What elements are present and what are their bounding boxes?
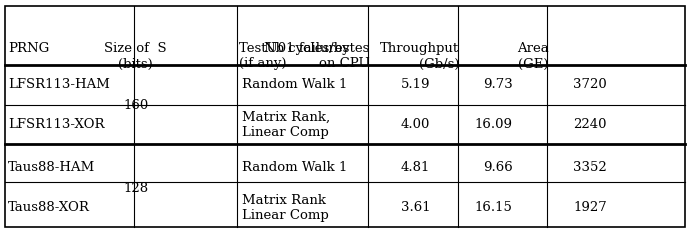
Text: LFSR113-XOR: LFSR113-XOR	[8, 118, 105, 131]
Text: 3.61: 3.61	[401, 201, 430, 214]
Text: Matrix Rank
Linear Comp: Matrix Rank Linear Comp	[243, 194, 329, 222]
Text: Throughput
(Gb/s): Throughput (Gb/s)	[380, 43, 459, 70]
Text: 9.66: 9.66	[483, 161, 513, 174]
Text: 5.19: 5.19	[401, 78, 430, 91]
Text: Random Walk 1: Random Walk 1	[243, 78, 348, 91]
Text: PRNG: PRNG	[8, 43, 50, 55]
Text: Nb cycles/bytes
on CPU: Nb cycles/bytes on CPU	[264, 43, 370, 70]
Text: Random Walk 1: Random Walk 1	[243, 161, 348, 174]
Text: Size of  S
(bits): Size of S (bits)	[104, 43, 167, 70]
Text: Taus88-XOR: Taus88-XOR	[8, 201, 90, 214]
Text: Taus88-HAM: Taus88-HAM	[8, 161, 95, 174]
Text: TestU01 failures
(if any): TestU01 failures (if any)	[239, 43, 349, 70]
Text: 16.09: 16.09	[475, 118, 513, 131]
Text: 4.81: 4.81	[401, 161, 430, 174]
Text: 160: 160	[123, 99, 148, 112]
Text: Matrix Rank,
Linear Comp: Matrix Rank, Linear Comp	[243, 111, 330, 139]
Text: 16.15: 16.15	[475, 201, 513, 214]
Text: 4.00: 4.00	[401, 118, 430, 131]
Text: 1927: 1927	[574, 201, 607, 214]
Text: 3720: 3720	[574, 78, 607, 91]
Text: 128: 128	[123, 182, 148, 195]
Text: Area
(GE): Area (GE)	[517, 43, 549, 70]
Text: 2240: 2240	[574, 118, 607, 131]
Text: 9.73: 9.73	[483, 78, 513, 91]
Text: LFSR113-HAM: LFSR113-HAM	[8, 78, 110, 91]
Text: 3352: 3352	[574, 161, 607, 174]
